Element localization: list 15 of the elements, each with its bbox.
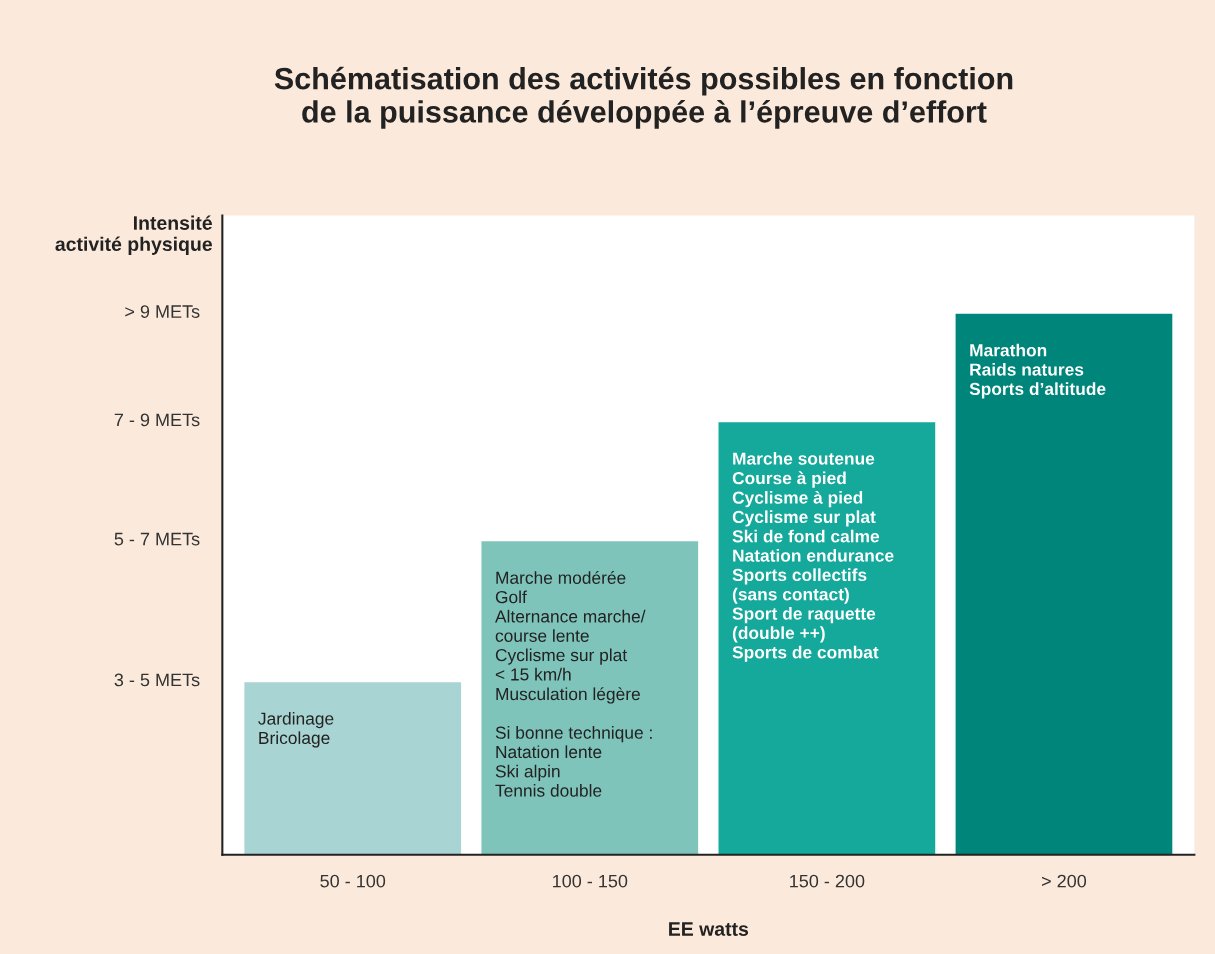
x-axis-title: EE watts: [669, 922, 749, 936]
x-tick-label: 100 - 150: [553, 874, 628, 888]
text: > 9 METs: [125, 305, 200, 318]
y-axis-title: Intensité activité physique: [55, 215, 212, 255]
text: 5 - 7 METs: [114, 532, 200, 546]
text: Marche modérée Golf Alternance marche/ course lente Cyclisme sur plat < 15 km/h Musculation légère Si bonne technique : Natation lente Ski alpin Tennis double: [495, 570, 652, 797]
x-tick-label: > 200: [1042, 874, 1087, 888]
x-tick-label: 50 - 100: [320, 874, 386, 888]
text: 3 - 5 METs: [114, 673, 200, 687]
chart-title: Schématisation des activités possibles en fonction de la puissance développée à l’épreuve d’effort: [274, 66, 1013, 129]
annotation: Jardinage Bricolage: [258, 712, 334, 748]
text: 7 - 9 METs: [114, 413, 200, 427]
annotation: Marathon Raids natures Sports d’altitude: [969, 343, 1106, 399]
x-tick-label: 150 - 200: [790, 874, 865, 888]
text: Marche soutenue Course à pied Cyclisme à pied Cyclisme sur plat Ski de fond calme Natation endurance Sports collectifs (sans contact) Sport de raquette (double ++) Sports de combat: [732, 452, 894, 662]
